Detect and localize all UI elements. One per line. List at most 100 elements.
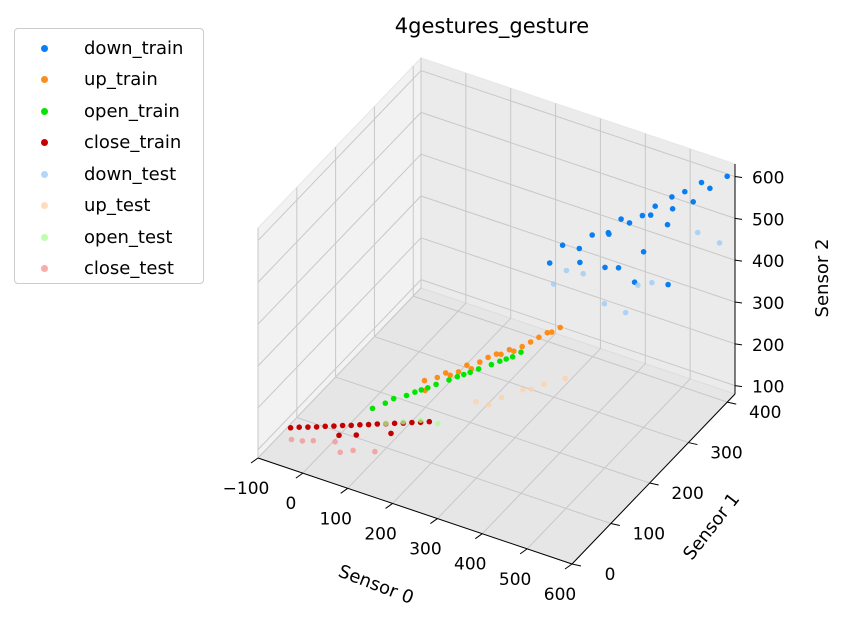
x-gridline bbox=[392, 103, 557, 504]
x-gridline bbox=[257, 58, 422, 459]
legend-item: down_test bbox=[15, 162, 176, 186]
x-tick-label: 500 bbox=[499, 570, 531, 590]
z-tick bbox=[734, 385, 743, 388]
point-close-test bbox=[288, 436, 295, 443]
point-close-test bbox=[372, 448, 378, 455]
point-open-train bbox=[382, 400, 389, 407]
point-open-train bbox=[369, 405, 376, 412]
point-up-train bbox=[498, 351, 504, 358]
legend-item: up_train bbox=[15, 68, 158, 92]
z-axis-label: Sensor 2 bbox=[812, 239, 833, 318]
legend-marker-up-train bbox=[41, 76, 48, 83]
axis-panes bbox=[257, 56, 736, 565]
point-open-test bbox=[417, 417, 424, 424]
point-up-test bbox=[520, 387, 526, 393]
point-up-train bbox=[485, 354, 491, 361]
point-open-train bbox=[433, 381, 439, 388]
tick-marks bbox=[250, 176, 743, 570]
point-open-train bbox=[509, 354, 516, 360]
point-up-test bbox=[562, 375, 568, 382]
z-tick-label: 100 bbox=[752, 378, 784, 398]
point-close-train bbox=[365, 421, 372, 428]
point-up-train bbox=[519, 343, 525, 350]
z-tick-label: 600 bbox=[752, 169, 784, 189]
x-tick-label: 300 bbox=[409, 540, 441, 560]
point-up-train bbox=[455, 369, 462, 375]
point-up-train bbox=[557, 324, 563, 331]
y-tick-label: 200 bbox=[671, 484, 703, 504]
point-down-train bbox=[652, 203, 658, 209]
point-up-train bbox=[421, 377, 428, 384]
point-close-train bbox=[322, 423, 329, 430]
legend-label: up_test bbox=[84, 195, 151, 216]
z-gridline bbox=[257, 279, 736, 450]
z-tick bbox=[734, 176, 743, 179]
z-gridline bbox=[257, 195, 736, 367]
legend-marker-close-train bbox=[41, 139, 48, 146]
point-down-test bbox=[635, 282, 641, 289]
z-gridline bbox=[257, 237, 736, 409]
point-down-train bbox=[602, 264, 608, 271]
legend-label: open_test bbox=[84, 226, 173, 248]
x-gridline bbox=[437, 118, 601, 519]
x-gridline bbox=[302, 73, 467, 474]
point-close-train bbox=[426, 418, 433, 425]
point-up-test bbox=[528, 386, 534, 393]
legend-marker-close-test bbox=[41, 265, 48, 272]
point-open-train bbox=[461, 371, 467, 378]
point-down-train bbox=[615, 265, 622, 271]
axis-lines bbox=[257, 164, 736, 565]
legend-item: up_test bbox=[15, 194, 150, 218]
x-tick-label: 200 bbox=[364, 524, 396, 544]
legend-item: close_train bbox=[15, 131, 181, 155]
z-gridline bbox=[257, 69, 736, 241]
point-down-test bbox=[622, 309, 629, 316]
point-open-train bbox=[497, 358, 503, 365]
z-tick bbox=[734, 217, 743, 220]
point-close-train bbox=[296, 424, 303, 431]
y-tick bbox=[571, 563, 582, 567]
x-tick bbox=[385, 503, 393, 509]
point-down-train bbox=[589, 232, 595, 238]
point-open-train bbox=[425, 385, 431, 391]
z-tick-label: 400 bbox=[752, 252, 784, 272]
point-down-test bbox=[563, 267, 570, 274]
point-down-train bbox=[707, 185, 713, 192]
point-up-test bbox=[473, 398, 479, 405]
point-up-train bbox=[549, 329, 555, 335]
legend: down_train up_train open_train close_tra… bbox=[14, 28, 204, 284]
legend-label: down_test bbox=[84, 163, 177, 185]
legend-label: down_train bbox=[84, 37, 184, 59]
legend-label: up_train bbox=[84, 69, 158, 90]
legend-item: open_test bbox=[15, 225, 173, 249]
point-down-train bbox=[546, 260, 553, 266]
point-close-train bbox=[348, 422, 355, 429]
point-close-train bbox=[331, 423, 337, 429]
z-tick-label: 200 bbox=[752, 336, 784, 356]
point-open-train bbox=[503, 356, 510, 362]
point-close-train bbox=[409, 419, 415, 426]
z-tick bbox=[734, 343, 743, 346]
point-open-train bbox=[518, 349, 524, 356]
point-close-train bbox=[336, 432, 342, 439]
point-up-train bbox=[506, 346, 513, 353]
x-gridline bbox=[526, 148, 691, 550]
legend-marker-down-train bbox=[41, 44, 48, 52]
point-down-train bbox=[640, 249, 647, 255]
point-close-train bbox=[305, 424, 311, 430]
point-down-train bbox=[664, 221, 671, 228]
point-open-train bbox=[403, 392, 410, 399]
y-gridline bbox=[412, 66, 728, 403]
point-down-test bbox=[601, 300, 608, 307]
x-axis-line bbox=[257, 457, 573, 565]
z-tick bbox=[734, 259, 743, 262]
point-up-train bbox=[464, 362, 470, 369]
point-up-train bbox=[434, 374, 441, 381]
point-close-test bbox=[332, 439, 338, 445]
z-tick-label: 500 bbox=[752, 210, 784, 230]
point-up-test bbox=[485, 402, 492, 408]
point-up-train bbox=[447, 372, 454, 379]
point-up-train bbox=[511, 348, 517, 355]
x-tick bbox=[340, 487, 349, 494]
